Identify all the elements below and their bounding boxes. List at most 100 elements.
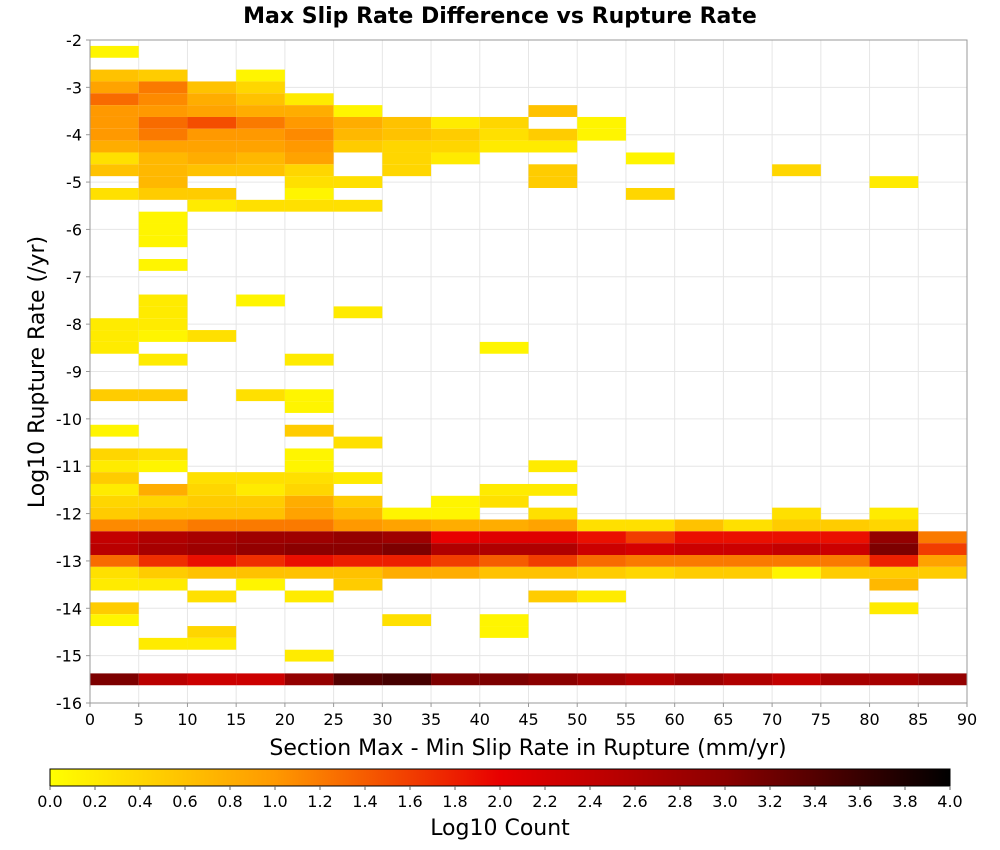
heatmap-cell — [236, 543, 285, 556]
x-tick-label: 15 — [226, 710, 246, 729]
y-tick-label: -2 — [66, 31, 82, 50]
heatmap-cell — [382, 140, 432, 153]
y-tick-label: -7 — [66, 268, 82, 287]
heatmap-cell — [869, 507, 919, 520]
chart-title: Max Slip Rate Difference vs Rupture Rate — [243, 4, 757, 29]
heatmap-cell — [382, 555, 432, 567]
heatmap-cell — [333, 176, 383, 188]
heatmap-cell — [236, 140, 285, 153]
heatmap-cell — [479, 116, 529, 129]
y-tick-label: -15 — [56, 647, 82, 666]
heatmap-cell — [138, 128, 188, 141]
heatmap-cell — [138, 187, 188, 200]
heatmap-cell — [528, 105, 578, 117]
colorbar-tick-label: 2.0 — [487, 792, 512, 811]
heatmap-cell — [431, 555, 480, 567]
x-tick-label: 60 — [664, 710, 684, 729]
heatmap-cell — [236, 105, 285, 117]
y-tick-label: -9 — [66, 363, 82, 382]
heatmap-cell — [138, 460, 188, 473]
heatmap-cell — [284, 673, 334, 686]
heatmap-cell — [138, 673, 188, 686]
x-tick-label: 85 — [908, 710, 928, 729]
y-axis-label: Log10 Rupture Rate (/yr) — [25, 236, 50, 508]
heatmap-cell — [284, 401, 334, 413]
heatmap-cell — [528, 673, 578, 686]
heatmap-cell — [577, 590, 626, 603]
heatmap-cell — [138, 152, 188, 165]
x-axis-ticks: 0 5 10 15 20 25 30 35 40 45 50 55 60 65 70 75 80 85 90 — [85, 703, 977, 729]
colorbar-tick-label: 2.2 — [532, 792, 557, 811]
x-axis-label: Section Max - Min Slip Rate in Rupture (… — [269, 736, 786, 761]
heatmap-cell — [528, 543, 578, 556]
heatmap-cell — [382, 164, 432, 177]
heatmap-cell — [138, 259, 188, 271]
heatmap-cell — [90, 140, 139, 153]
heatmap-cell — [90, 578, 139, 591]
heatmap-cell — [284, 187, 334, 200]
x-tick-label: 35 — [421, 710, 441, 729]
heatmap-cell — [333, 436, 383, 449]
x-tick-label: 20 — [275, 710, 295, 729]
heatmap-cell — [138, 294, 188, 307]
heatmap-cell — [333, 472, 383, 484]
heatmap-cell — [918, 543, 967, 556]
heatmap-cell — [90, 507, 139, 520]
heatmap-cell — [187, 105, 237, 117]
heatmap-cell — [90, 164, 139, 177]
heatmap-cell — [236, 199, 285, 212]
heatmap-cell — [284, 555, 334, 567]
heatmap-cell — [90, 330, 139, 342]
heatmap-cell — [723, 555, 773, 567]
colorbar-tick-label: 0.2 — [82, 792, 107, 811]
heatmap-cell — [187, 128, 237, 141]
heatmap-cell — [333, 673, 383, 686]
heatmap-cell — [90, 495, 139, 508]
heatmap-cell — [90, 187, 139, 200]
heatmap-cell — [333, 507, 383, 520]
heatmap-cell — [382, 152, 432, 165]
heatmap-cell — [772, 555, 821, 567]
heatmap-cell — [918, 555, 967, 567]
heatmap-cell — [138, 235, 188, 248]
heatmap-cell — [382, 614, 432, 627]
heatmap-cell — [382, 519, 432, 532]
heatmap-cell — [284, 353, 334, 366]
heatmap-cell — [90, 460, 139, 473]
y-tick-label: -11 — [56, 457, 82, 476]
heatmap-cell — [577, 566, 626, 579]
heatmap-cell — [431, 543, 480, 556]
y-tick-label: -3 — [66, 78, 82, 97]
heatmap-cell — [138, 519, 188, 532]
heatmap-cell — [284, 140, 334, 153]
x-tick-label: 75 — [811, 710, 831, 729]
heatmap-cell — [284, 590, 334, 603]
heatmap-cell — [820, 673, 870, 686]
heatmap-cell — [236, 555, 285, 567]
x-tick-label: 90 — [957, 710, 977, 729]
heatmap-cell — [333, 495, 383, 508]
heatmap-cell — [431, 531, 480, 544]
heatmap-cell — [187, 495, 237, 508]
heatmap-cell — [333, 566, 383, 579]
heatmap-cell — [479, 483, 529, 496]
heatmap-cell — [772, 543, 821, 556]
heatmap-cell — [187, 555, 237, 567]
heatmap-cell — [90, 602, 139, 615]
heatmap-cell — [284, 448, 334, 461]
heatmap-cell — [284, 507, 334, 520]
heatmap-cell — [577, 673, 626, 686]
x-tick-label: 10 — [177, 710, 197, 729]
y-tick-label: -5 — [66, 173, 82, 192]
heatmap-cell — [528, 519, 578, 532]
colorbar-tick-label: 0.4 — [127, 792, 152, 811]
heatmap-cell — [90, 81, 139, 94]
heatmap-cell — [577, 555, 626, 567]
heatmap-cell — [90, 566, 139, 579]
heatmap-cell — [820, 566, 870, 579]
heatmap-cell — [577, 543, 626, 556]
x-tick-label: 30 — [372, 710, 392, 729]
heatmap-cell — [138, 164, 188, 177]
heatmap-cell — [284, 128, 334, 141]
x-tick-label: 40 — [470, 710, 490, 729]
